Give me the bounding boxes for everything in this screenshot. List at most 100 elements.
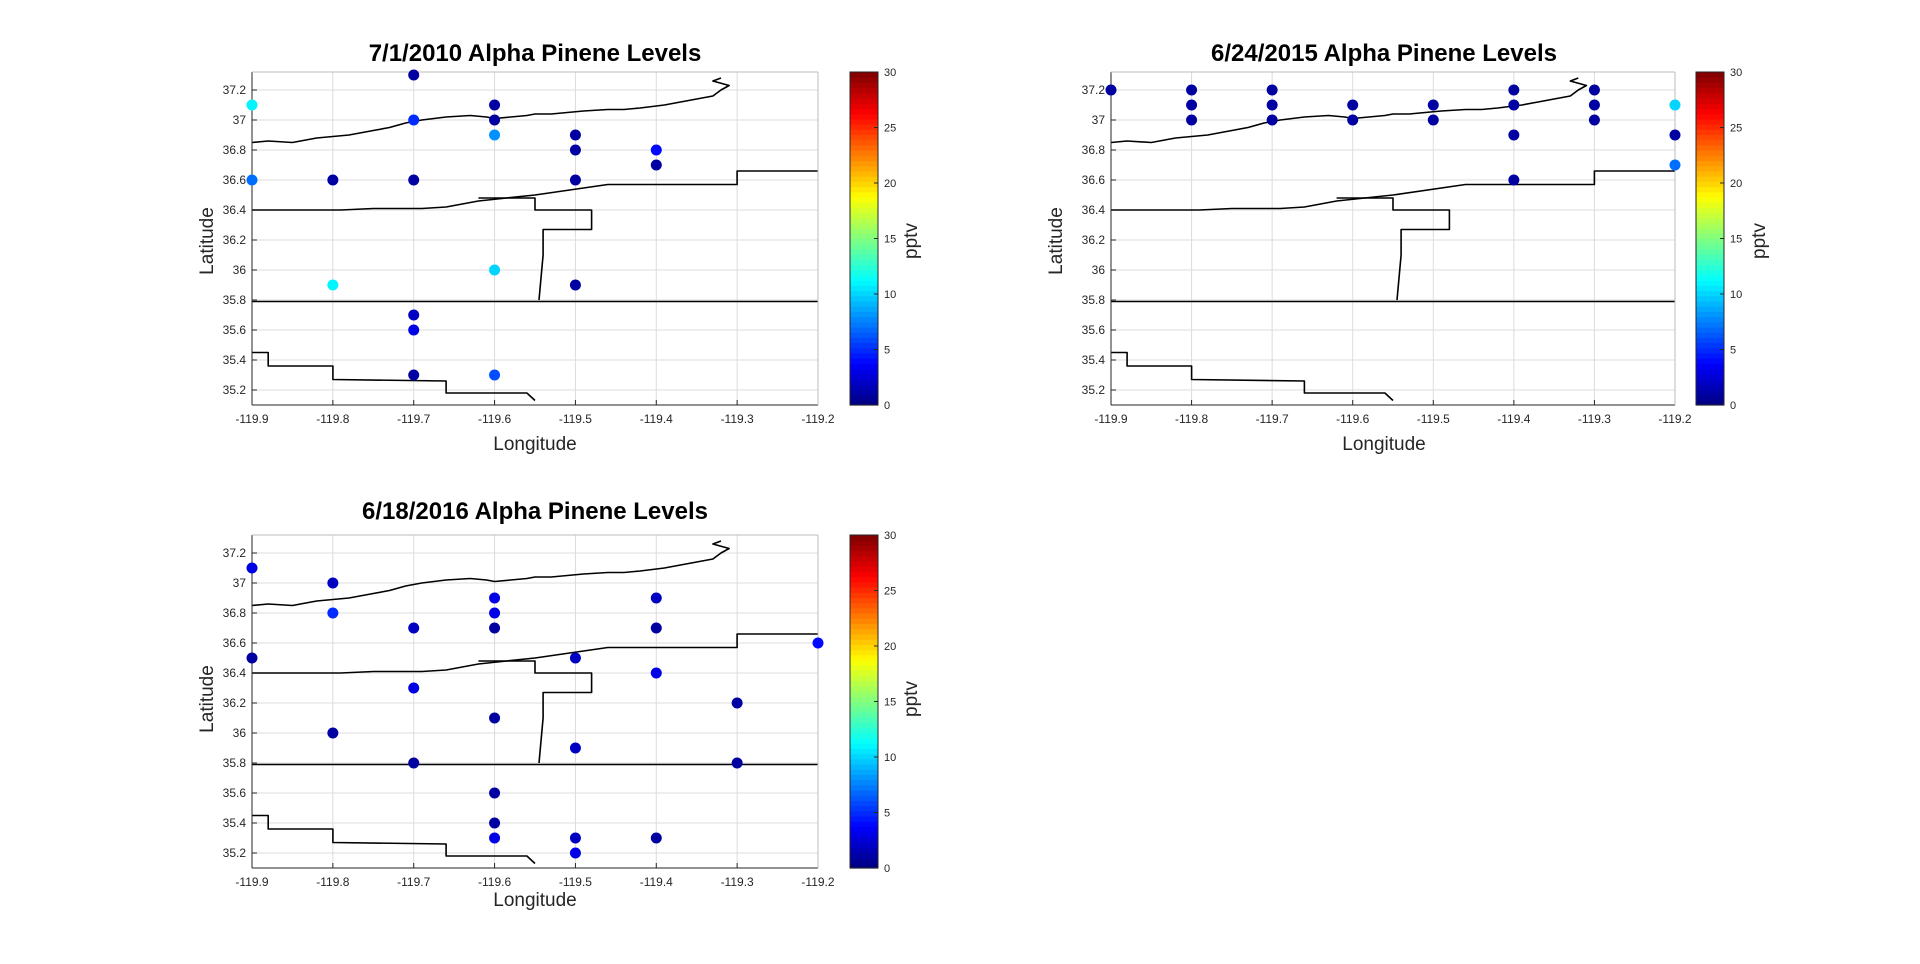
colorbar-segment (850, 774, 878, 781)
x-tick-label: -119.2 (801, 412, 834, 426)
colorbar-tick-label: 0 (884, 863, 890, 875)
data-point (489, 832, 501, 844)
colorbar-segment (1696, 212, 1724, 219)
x-tick-label: -119.8 (1175, 412, 1208, 426)
colorbar-segment (850, 337, 878, 344)
colorbar-segment (850, 254, 878, 260)
colorbar-segment (1696, 103, 1724, 110)
colorbar-tick-label: 5 (884, 808, 890, 820)
colorbar-segment (1696, 87, 1724, 94)
colorbar-segment (1696, 363, 1724, 370)
colorbar-segment (850, 857, 878, 864)
colorbar-segment (1696, 394, 1724, 401)
y-tick-label: 35.2 (223, 383, 247, 397)
colorbar-segment (850, 300, 878, 307)
x-tick-label: -119.5 (559, 412, 592, 426)
colorbar-segment (850, 607, 878, 614)
data-point (812, 637, 824, 649)
colorbar-tick-label: 15 (1730, 234, 1742, 246)
colorbar-segment (850, 124, 878, 130)
colorbar-segment (1696, 368, 1724, 375)
colorbar-segment (1696, 233, 1724, 240)
x-axis-label: Longitude (493, 890, 576, 911)
colorbar-segment (850, 373, 878, 380)
y-tick-label: 36.2 (223, 233, 247, 247)
map-boundary-line (252, 633, 818, 674)
colorbar-segment (1696, 139, 1724, 146)
data-point (327, 607, 339, 619)
y-tick-label: 37 (233, 113, 247, 127)
colorbar-segment (850, 748, 878, 755)
colorbar-segment (850, 160, 878, 167)
data-point (569, 279, 581, 291)
colorbar-segment (1696, 316, 1724, 323)
colorbar-segment (850, 233, 878, 240)
chart-title: 7/1/2010 Alpha Pinene Levels (369, 40, 702, 67)
x-tick-label: -119.7 (397, 875, 430, 889)
data-point (650, 832, 662, 844)
data-point (1588, 114, 1600, 126)
y-tick-label: 36.2 (1082, 233, 1106, 247)
colorbar-segment (850, 769, 878, 775)
colorbar-segment (850, 98, 878, 104)
data-point (489, 622, 501, 634)
data-point (408, 114, 420, 126)
colorbar-tick-label: 20 (884, 641, 896, 653)
data-point (327, 279, 339, 291)
colorbar-tick-label: 20 (884, 178, 896, 190)
colorbar-segment (850, 321, 878, 328)
colorbar-segment (850, 862, 878, 869)
colorbar-tick-label: 25 (884, 123, 896, 135)
data-point (327, 727, 339, 739)
map-boundary-line (478, 660, 593, 764)
colorbar-segment (850, 566, 878, 573)
colorbar-segment (850, 384, 878, 390)
colorbar-segment (850, 685, 878, 692)
y-tick-label: 35.6 (223, 786, 247, 800)
colorbar-segment (1696, 160, 1724, 167)
data-point (489, 592, 501, 604)
data-point (408, 174, 420, 186)
colorbar-segment (850, 737, 878, 744)
colorbar-segment (1696, 202, 1724, 208)
colorbar-segment (850, 753, 878, 760)
x-tick-label: -119.4 (1497, 412, 1530, 426)
colorbar-tick-label: 10 (1730, 289, 1742, 301)
data-point (650, 592, 662, 604)
data-point (569, 174, 581, 186)
colorbar-segment (1696, 347, 1724, 354)
colorbar-segment (850, 831, 878, 838)
colorbar-segment (850, 280, 878, 286)
colorbar-segment (1696, 378, 1724, 385)
x-tick-label: -119.7 (1256, 412, 1289, 426)
colorbar-segment (1696, 295, 1724, 302)
panel-2015: 6/24/2015 Alpha Pinene Levels Longitude … (1046, 40, 1770, 455)
colorbar-segment (850, 207, 878, 214)
colorbar-segment (1696, 222, 1724, 229)
data-point (731, 757, 743, 769)
colorbar-segment (1696, 311, 1724, 318)
colorbar-segment (850, 763, 878, 770)
colorbar-segment (850, 399, 878, 406)
colorbar-segment (850, 639, 878, 645)
colorbar-segment (1696, 290, 1724, 297)
colorbar-segment (1696, 129, 1724, 136)
map-boundary-line (1111, 170, 1675, 211)
y-tick-label: 37.2 (223, 546, 247, 560)
colorbar-segment (1696, 176, 1724, 182)
y-tick-label: 35.8 (223, 756, 247, 770)
x-axis-label: Longitude (1342, 434, 1425, 455)
data-point (569, 832, 581, 844)
data-point (489, 607, 501, 619)
colorbar-segment (850, 847, 878, 853)
map-boundary-line (252, 814, 536, 865)
colorbar-segment (850, 587, 878, 593)
colorbar-segment (850, 701, 878, 708)
colorbar-segment (1696, 326, 1724, 333)
colorbar-segment (850, 222, 878, 229)
y-tick-label: 36.6 (223, 636, 247, 650)
colorbar-segment (850, 378, 878, 385)
y-tick-label: 35.6 (1082, 323, 1106, 337)
x-axis-label: Longitude (493, 434, 576, 455)
